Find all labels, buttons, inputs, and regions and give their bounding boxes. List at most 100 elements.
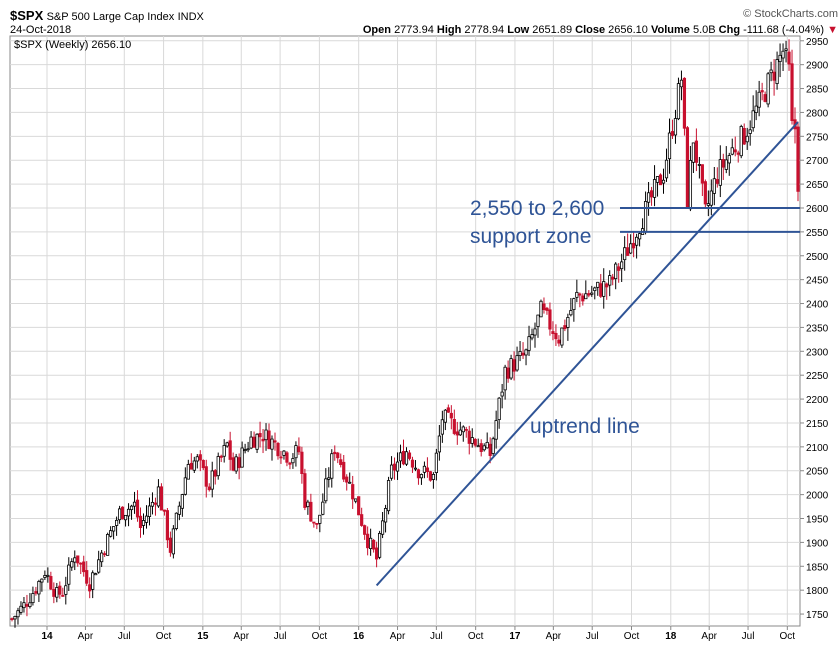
candle-body [94, 573, 98, 576]
y-tick-label: 2400 [806, 300, 829, 311]
candle-body [449, 412, 453, 419]
candle-body [572, 298, 576, 310]
credit-text[interactable]: © StockCharts.com [743, 8, 838, 20]
candle-body [395, 461, 400, 472]
y-tick-label: 2550 [806, 228, 829, 239]
candle-body [524, 349, 528, 356]
candle-body [784, 48, 788, 51]
candle-body [219, 455, 223, 458]
candle-body [106, 534, 110, 556]
candle-body [336, 452, 340, 459]
candle-body [676, 83, 681, 120]
candle-body [97, 559, 101, 573]
candle-body [506, 367, 510, 379]
candle-body [401, 451, 406, 465]
candle-body [485, 441, 489, 449]
candle-body [685, 127, 690, 208]
candle-body [398, 452, 403, 462]
candle-body [443, 409, 447, 423]
candle-body [491, 438, 495, 454]
candle-body [279, 456, 283, 459]
candle-body [479, 443, 483, 452]
down-arrow-icon: ▼ [827, 24, 838, 36]
plot-area[interactable] [9, 35, 801, 627]
symbol-row: $SPX S&P 500 Large Cap Index INDX [10, 8, 204, 23]
candle-body [153, 502, 158, 505]
uptrend-label: uptrend line [530, 415, 640, 438]
candle-body [380, 520, 385, 535]
candle-body [312, 521, 316, 524]
candle-body [132, 501, 137, 507]
candle-body [174, 512, 178, 529]
index-name: S&P 500 Large Cap Index [46, 11, 175, 23]
candle-body [249, 436, 253, 449]
y-tick-label: 1900 [806, 538, 829, 549]
candle-body [180, 494, 184, 509]
low-label: Low [507, 24, 530, 36]
candle-body [61, 594, 65, 597]
candle-body [225, 442, 229, 447]
y-tick-label: 2700 [806, 156, 829, 167]
candle-body [186, 464, 190, 480]
high-value: 2778.94 [464, 24, 505, 36]
credit[interactable]: © StockCharts.com [743, 8, 838, 20]
candle-body [416, 469, 421, 479]
candle-body [386, 480, 391, 512]
candle-body [162, 509, 167, 512]
candle-body [763, 94, 767, 102]
candle-body [599, 283, 603, 297]
candle-body [736, 152, 740, 155]
x-tick-label: Apr [546, 631, 562, 642]
candle-body [724, 159, 728, 170]
candle-body [605, 283, 609, 288]
candle-body [709, 190, 713, 206]
low-value: 2651.89 [532, 24, 573, 36]
candle-body [389, 464, 394, 479]
candle-body [569, 310, 573, 316]
candle-body [150, 501, 155, 507]
candle-body [360, 514, 364, 526]
x-tick-label: 18 [665, 631, 677, 642]
candle-body [13, 615, 17, 620]
candle-body [691, 142, 695, 163]
y-tick-label: 2100 [806, 443, 829, 454]
high-label: High [436, 24, 462, 36]
candle-body [189, 462, 193, 470]
x-tick-label: Jul [118, 631, 131, 642]
y-tick-label: 2000 [806, 491, 829, 502]
candle-body [596, 281, 600, 288]
candle-body [91, 572, 95, 590]
candle-body [55, 587, 59, 598]
candle-body [566, 317, 570, 328]
candle-body [739, 126, 743, 157]
candle-body [614, 263, 618, 280]
candle-body [129, 505, 134, 511]
candle-body [593, 287, 597, 292]
candle-body [706, 203, 710, 206]
y-tick-label: 2350 [806, 323, 829, 334]
candle-body [123, 514, 128, 521]
date-label: 24-Oct-2018 [10, 24, 72, 36]
candle-body [333, 451, 337, 455]
candle-body [530, 334, 534, 339]
candle-body [545, 307, 549, 311]
candle-body [255, 433, 259, 450]
candle-body [428, 471, 433, 481]
candle-body [778, 54, 782, 63]
candle-body [581, 295, 585, 302]
candle-body [372, 539, 376, 550]
candle-body [258, 433, 262, 438]
chg-label: Chg [718, 24, 741, 36]
candle-body [413, 467, 418, 470]
candle-body [727, 155, 731, 164]
candle-body [730, 147, 734, 155]
candle-body [171, 528, 175, 555]
candle-body [467, 430, 471, 444]
candle-body [410, 459, 415, 468]
candle-body [611, 276, 615, 280]
candle-body [766, 73, 770, 105]
overlay-lines [375, 121, 800, 587]
candle-body [288, 462, 292, 465]
candle-body [751, 110, 755, 129]
